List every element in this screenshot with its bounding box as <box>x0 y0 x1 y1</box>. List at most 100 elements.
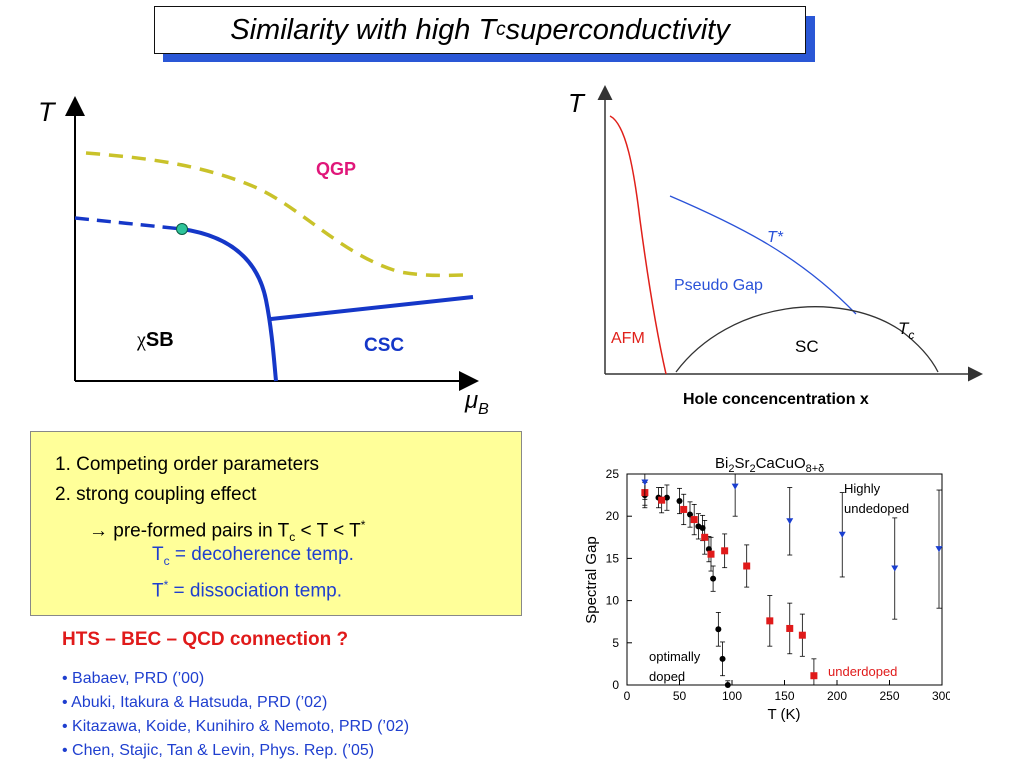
data-point-underdoped <box>786 624 794 632</box>
csc-label: CSC <box>364 335 404 356</box>
chart-marks-layer: 0 50 100 150 200 250 300 0 5 10 15 20 25 <box>606 467 950 703</box>
data-point-highly-underdoped <box>731 483 739 490</box>
qcd-phase-diagram: T μB QGP χSB CSC <box>38 96 489 418</box>
note-item-3-sup: * <box>360 518 366 532</box>
csc-boundary-line <box>270 295 474 321</box>
reference-item: • Abuki, Itakura & Hatsuda, PRD (’02) <box>62 694 328 711</box>
data-point-underdoped <box>810 672 818 680</box>
qgp-label: QGP <box>316 159 356 179</box>
first-order-transition-line <box>181 227 278 382</box>
reference-item: • Chen, Stajic, Tan & Levin, Phys. Rep. … <box>62 742 375 759</box>
tc-label: Tc <box>898 319 914 342</box>
x-tick-label: 50 <box>673 689 687 703</box>
x-tick-label: 250 <box>879 689 899 703</box>
afm-boundary-line <box>609 115 667 375</box>
x-tick-label: 0 <box>624 689 631 703</box>
cuprate-phase-diagram: T Hole concencentration x AFM Pseudo Gap… <box>568 85 983 408</box>
annotation-underdoped: underdoped <box>828 664 897 679</box>
t-star-label: T* <box>767 229 784 246</box>
data-point-underdoped <box>721 547 729 555</box>
data-point-optimally-doped <box>719 655 726 662</box>
title-prefix: Similarity with high T <box>230 13 497 46</box>
data-point-optimally-doped <box>676 498 683 505</box>
data-point-underdoped <box>680 505 688 513</box>
cuprate-y-label: T <box>568 88 586 118</box>
data-point-highly-underdoped <box>641 479 649 486</box>
y-tick-label: 20 <box>606 509 620 523</box>
title-suffix: superconductivity <box>505 13 730 46</box>
connection-heading: HTS – BEC – QCD connection ? <box>62 629 349 650</box>
data-point-highly-underdoped <box>838 531 846 538</box>
critical-point-marker <box>176 223 188 235</box>
pseudo-gap-label: Pseudo Gap <box>674 277 763 294</box>
data-point-optimally-doped <box>710 575 717 582</box>
note-item-3-mid: < T < T <box>295 520 361 542</box>
spectral-gap-chart: Bi2Sr2CaCuO8+δ Spectral Gap T (K) Highly… <box>583 455 950 723</box>
reference-item: • Kitazawa, Koide, Kunihiro & Nemoto, PR… <box>62 718 410 735</box>
note-tc-rest: = decoherence temp. <box>169 544 354 565</box>
x-tick-label: 150 <box>774 689 794 703</box>
chisb-text: SB <box>146 329 174 351</box>
chisb-label: χSB <box>136 329 174 351</box>
data-point-underdoped <box>798 631 806 639</box>
chart-title-sr-sub: 2 <box>749 463 755 475</box>
chart-y-label: Spectral Gap <box>583 536 600 624</box>
cuprate-x-label: Hole concencentration x <box>683 391 869 408</box>
note-tstar-definition: T* = dissociation temp. <box>152 570 342 606</box>
chart-title-bi: Bi <box>715 455 728 472</box>
data-point-underdoped <box>766 617 774 625</box>
data-point-highly-underdoped <box>935 546 943 553</box>
data-point-optimally-doped <box>663 494 670 501</box>
data-point-optimally-doped <box>687 511 693 518</box>
t-star-line <box>669 195 857 315</box>
chisb-symbol: χ <box>136 329 146 351</box>
data-point-underdoped <box>658 496 666 504</box>
note-ts-sup: * <box>163 578 169 592</box>
chart-title: Bi2Sr2CaCuO8+δ <box>715 455 824 475</box>
tc-label-main: T <box>898 319 910 338</box>
x-tick-label: 300 <box>932 689 950 703</box>
note-item-3-sub: c <box>289 530 296 545</box>
y-tick-label: 0 <box>612 678 619 692</box>
data-point-highly-underdoped <box>891 565 899 572</box>
sc-label: SC <box>795 337 819 356</box>
annotation-optimally: optimally <box>649 649 701 664</box>
data-point-optimally-doped <box>699 525 706 532</box>
y-tick-label: 25 <box>606 467 620 481</box>
data-point-optimally-doped <box>724 682 731 688</box>
annotation-doped: doped <box>649 669 685 684</box>
note-tc-sub: c <box>163 553 170 568</box>
sc-dome-line <box>675 306 939 373</box>
qcd-y-label: T <box>38 97 57 127</box>
note-item-3: → pre-formed pairs in Tc < T < T* <box>89 510 365 552</box>
data-point-optimally-doped <box>705 546 712 553</box>
crossover-line <box>85 151 469 278</box>
x-tick-label: 200 <box>827 689 847 703</box>
qcd-x-label: μB <box>464 387 489 418</box>
chart-title-bi-sub: 2 <box>728 463 734 475</box>
x-tick-label: 100 <box>722 689 742 703</box>
tc-label-sub: c <box>908 328 914 342</box>
afm-label: AFM <box>611 330 645 347</box>
y-tick-label: 5 <box>612 636 619 650</box>
reference-item: • Babaev, PRD (’00) <box>62 670 205 687</box>
data-point-highly-underdoped <box>786 518 794 525</box>
chart-title-o-sub: 8+δ <box>806 463 825 475</box>
note-item-3-prefix: → pre-formed pairs in T <box>89 520 290 542</box>
y-tick-label: 15 <box>606 551 620 565</box>
chart-title-cacuo: CaCuO <box>756 455 806 472</box>
data-point-underdoped <box>701 533 709 541</box>
data-point-underdoped <box>707 550 715 558</box>
annotation-highly: Highly <box>844 481 881 496</box>
chart-title-sr: Sr <box>734 455 749 472</box>
note-tc-main: T <box>152 544 164 565</box>
note-tc-definition: Tc = decoherence temp. <box>152 540 354 576</box>
qcd-x-label-main: μ <box>464 387 478 414</box>
title-sub: c <box>496 19 506 40</box>
notes-box: 1. Competing order parameters 2. strong … <box>30 431 522 616</box>
data-point-underdoped <box>743 562 751 570</box>
chiral-crossover-line <box>74 216 183 231</box>
annotation-undedoped: undedoped <box>844 501 909 516</box>
chart-x-label: T (K) <box>767 706 800 723</box>
